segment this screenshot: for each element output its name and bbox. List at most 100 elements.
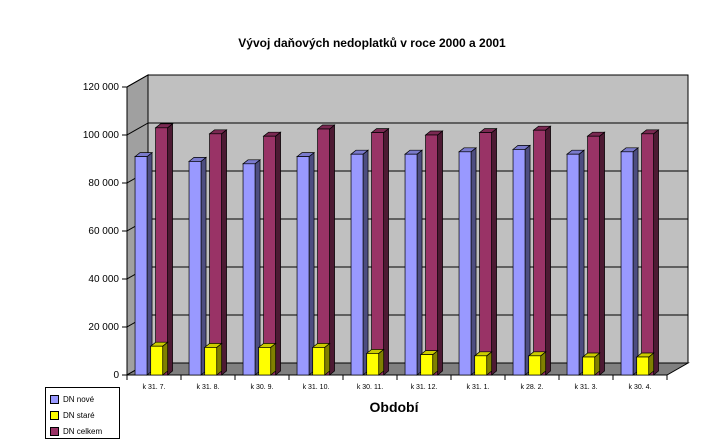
bar-front	[317, 128, 330, 376]
y-tick-label: 20 000	[88, 322, 119, 333]
bar-dn-stare	[149, 341, 169, 376]
bar-dn-nove	[512, 144, 532, 376]
x-tick-label: k 31. 1.	[467, 384, 490, 391]
bar-dn-celkem	[154, 123, 174, 376]
bar-front	[533, 129, 546, 376]
bar-side	[270, 342, 277, 376]
y-tick-label: 60 000	[88, 226, 119, 237]
bar-dn-nove	[566, 149, 586, 376]
bar-front	[458, 151, 472, 376]
bar-side	[470, 147, 477, 376]
bar-dn-stare	[203, 342, 223, 376]
bar-side	[329, 124, 335, 376]
bar-front	[296, 156, 310, 376]
bar-front	[312, 347, 326, 376]
bar-front	[528, 355, 542, 376]
bar-dn-celkem	[586, 131, 606, 376]
bar-front	[350, 153, 364, 376]
x-tick-label: k 30. 9.	[251, 384, 274, 391]
y-tick-label: 40 000	[88, 274, 119, 285]
bar-dn-stare	[257, 342, 277, 376]
bar-dn-stare	[419, 349, 439, 376]
bar-dn-nove	[134, 151, 154, 376]
bar-front	[155, 127, 168, 376]
bar-dn-celkem	[532, 125, 552, 376]
gridline-side	[126, 122, 149, 136]
bar-dn-celkem	[640, 129, 660, 376]
x-tick-label: k 31. 10.	[303, 384, 330, 391]
bar-dn-celkem	[424, 130, 444, 376]
bar-front	[636, 356, 650, 376]
bar-side	[308, 151, 315, 376]
bar-front	[479, 132, 492, 376]
bar-front	[263, 135, 276, 376]
bar-dn-stare	[635, 352, 655, 376]
x-tick-label: k 30. 4.	[629, 384, 652, 391]
bar-front	[582, 356, 596, 376]
y-tick-label: 0	[113, 370, 119, 381]
bar-side	[578, 149, 585, 376]
bar-front	[258, 347, 272, 376]
x-tick-label: k 28. 2.	[521, 384, 544, 391]
bar-dn-nove	[350, 149, 370, 376]
legend: DN nové DN staré DN celkem	[45, 387, 120, 439]
bar-side	[632, 147, 639, 376]
bar-side	[200, 156, 207, 376]
bar-front	[641, 133, 654, 376]
legend-label-dn-celkem: DN celkem	[63, 426, 103, 436]
bar-front	[134, 156, 148, 376]
bar-side	[324, 342, 331, 376]
bar-front	[150, 345, 164, 376]
bar-side	[362, 149, 369, 376]
x-tick-label: k 31. 8.	[197, 384, 220, 391]
bar-side	[491, 127, 497, 376]
bar-side	[146, 151, 153, 376]
bar-side	[599, 131, 605, 376]
bar-dn-celkem	[208, 129, 228, 376]
y-tick-label: 100 000	[83, 130, 120, 141]
bar-front	[566, 153, 580, 376]
bar-side	[524, 144, 531, 376]
bar-dn-stare	[311, 342, 331, 376]
bar-side	[162, 341, 169, 376]
bar-front	[242, 163, 256, 376]
bar-side	[383, 127, 389, 376]
x-tick-label: k 30. 11.	[357, 384, 383, 391]
x-tick-label: k 31. 7.	[143, 384, 166, 391]
y-tick-label: 80 000	[88, 178, 119, 189]
bar-dn-nove	[458, 147, 478, 376]
bar-dn-nove	[188, 156, 208, 376]
bar-front	[204, 347, 218, 376]
x-axis-label: Období	[370, 399, 420, 415]
legend-swatch-dn-stare	[50, 410, 59, 420]
bar-side	[167, 123, 173, 376]
bar-front	[366, 353, 380, 376]
bar-dn-stare	[365, 348, 385, 376]
bar-dn-nove	[404, 149, 424, 376]
bar-dn-celkem	[370, 127, 390, 376]
plot-area: 0 20 000 40 000 60 000 80 000 100 000 120 000 k…	[83, 74, 690, 391]
legend-swatch-dn-nove	[50, 394, 59, 404]
bar-front	[620, 151, 634, 376]
bar-dn-stare	[527, 351, 547, 376]
legend-label-dn-nove: DN nové	[63, 394, 95, 404]
y-tick-label: 120 000	[83, 82, 120, 93]
bar-side	[221, 129, 227, 376]
bar-front	[188, 161, 202, 376]
bar-front	[420, 354, 434, 376]
bar-side	[416, 149, 423, 376]
bar-front	[474, 355, 488, 376]
bar-side	[545, 125, 551, 376]
bar-dn-stare	[581, 352, 601, 376]
bar-dn-celkem	[478, 127, 498, 376]
legend-label-dn-stare: DN staré	[63, 410, 95, 420]
bar-dn-nove	[620, 147, 640, 376]
legend-swatch-dn-celkem	[50, 426, 59, 436]
bar-dn-stare	[473, 351, 493, 376]
bar-dn-celkem	[316, 124, 336, 376]
bar-dn-nove	[242, 159, 262, 376]
bar-side	[275, 131, 281, 376]
legend-item-dn-celkem: DN celkem	[50, 423, 115, 439]
legend-item-dn-nove: DN nové	[50, 391, 115, 407]
